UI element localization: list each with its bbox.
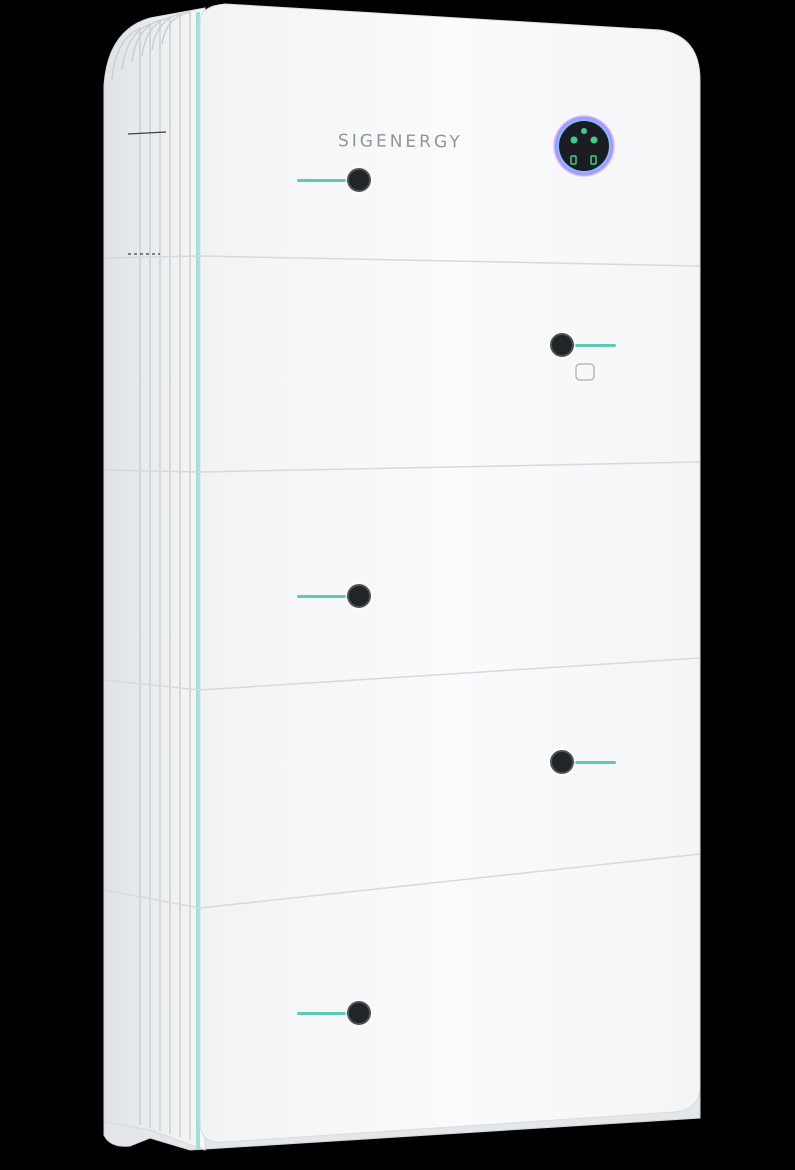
- status-icon: [590, 155, 597, 165]
- hotspot-connector: [297, 595, 355, 598]
- module-5-hotspot[interactable]: [297, 1001, 383, 1027]
- dot-marker-icon[interactable]: [347, 584, 371, 608]
- hotspot-connector: [568, 761, 616, 764]
- dot-marker-icon[interactable]: [347, 1001, 371, 1025]
- dot-marker-icon[interactable]: [550, 333, 574, 357]
- side-marks: [127, 131, 167, 255]
- module-4-hotspot[interactable]: [550, 750, 636, 776]
- home-icon: [570, 155, 577, 165]
- module-seams: [103, 255, 701, 909]
- control-module-hotspot[interactable]: [297, 168, 383, 194]
- hotspot-connector: [297, 179, 355, 182]
- module-indicator-icon: [575, 363, 595, 381]
- hotspot-connector: [297, 1012, 355, 1015]
- solar-icon: [590, 136, 598, 144]
- status-display: [553, 115, 615, 177]
- side-vent-fins: [111, 11, 191, 1140]
- module-3-hotspot[interactable]: [297, 584, 383, 610]
- dot-marker-icon[interactable]: [347, 168, 371, 192]
- brand-logo: SIGENERGY: [338, 131, 463, 153]
- hotspot-connector: [568, 344, 616, 347]
- teal-edge-strip: [196, 12, 200, 1150]
- cabinet-front-face: [199, 3, 701, 1143]
- dot-marker-icon[interactable]: [550, 750, 574, 774]
- grid-icon: [581, 128, 587, 134]
- module-2-hotspot[interactable]: [550, 333, 636, 359]
- battery-icon: [570, 136, 578, 144]
